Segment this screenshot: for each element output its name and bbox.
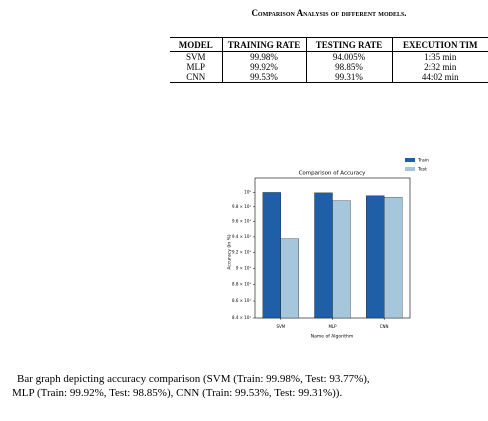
legend-label: Train <box>417 158 429 164</box>
table-cell: 1:35 min <box>391 51 488 62</box>
table-row: MLP 99.92% 98.85% 2:32 min <box>170 62 488 72</box>
y-tick-label: 8.4 × 10¹ <box>232 315 251 320</box>
table-row: CNN 99.53% 99.31% 44:02 min <box>170 72 488 83</box>
legend-swatch <box>405 167 415 171</box>
chart-title: Comparison of Accuracy <box>299 171 367 177</box>
y-tick-label: 9.4 × 10¹ <box>232 234 251 239</box>
caption: Bar graph depicting accuracy comparison … <box>12 373 370 399</box>
bar <box>262 192 281 319</box>
table-cell: 99.31% <box>305 72 392 83</box>
column-header: TRAINING RATE <box>221 37 306 52</box>
x-tick-label: SVM <box>276 324 285 329</box>
bar <box>366 195 385 319</box>
y-tick-label: 8.8 × 10¹ <box>232 281 251 286</box>
column-header: MODEL <box>170 37 222 52</box>
bar <box>332 200 351 319</box>
table-cell: 94.005% <box>305 51 392 62</box>
table-cell: 99.53% <box>221 72 306 83</box>
bar <box>384 197 403 319</box>
results-table: MODEL TRAINING RATE TESTING RATE EXECUTION … <box>170 37 488 83</box>
table-body: SVM 99.98% 94.005% 1:35 min MLP 99.92% 98.85% 2… <box>170 51 488 83</box>
doc-title: Comparison Analysis of different models. <box>251 8 407 18</box>
table-cell: 99.98% <box>221 51 306 62</box>
table-cell: 99.92% <box>221 62 306 72</box>
table-cell: 2:32 min <box>391 62 488 72</box>
column-header: TESTING RATE <box>305 37 392 52</box>
table-cell: CNN <box>170 72 222 83</box>
x-tick-label: MLP <box>328 324 337 329</box>
table-row: SVM 99.98% 94.005% 1:35 min <box>170 51 488 62</box>
bar <box>280 238 299 319</box>
header-row: MODEL TRAINING RATE TESTING RATE EXECUTION … <box>170 37 488 52</box>
column-header: EXECUTION TIM <box>391 37 488 52</box>
legend-swatch <box>405 158 415 162</box>
y-axis-label: Accuracy (in %) <box>227 234 233 270</box>
table-cell: 44:02 min <box>391 72 488 83</box>
legend-label: Test <box>417 167 427 173</box>
table-cell: SVM <box>185 52 206 62</box>
y-tick-label: 10² <box>244 189 251 194</box>
x-axis-label: Name of Algorithm <box>311 334 354 340</box>
y-tick-label: 8.6 × 10¹ <box>232 298 251 303</box>
table-cell: MLP <box>186 62 205 72</box>
y-tick-label: 9.8 × 10¹ <box>232 204 251 209</box>
bar <box>314 192 333 319</box>
y-tick-label: 9.6 × 10¹ <box>232 219 251 224</box>
x-tick-label: CNN <box>380 324 389 329</box>
y-tick-label: 9.2 × 10¹ <box>232 249 251 254</box>
y-tick-label: 9 × 10¹ <box>236 265 252 270</box>
table-cell: 98.85% <box>305 62 392 72</box>
